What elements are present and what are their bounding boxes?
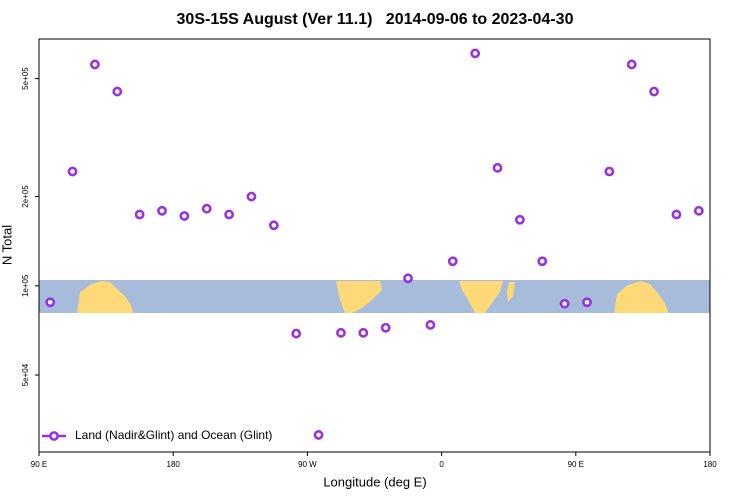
point [447, 256, 458, 267]
y-tick-label: 1e+05 [21, 274, 30, 297]
point [671, 209, 682, 220]
point [403, 273, 413, 284]
point [604, 166, 615, 177]
point [559, 298, 570, 309]
point [291, 328, 302, 339]
point [582, 297, 592, 308]
point [537, 256, 548, 267]
legend-label: Land (Nadir&Glint) and Ocean (Glint) [75, 428, 272, 442]
plot-frame [38, 38, 711, 453]
x-axis-label: Longitude (deg E) [323, 474, 426, 489]
point [134, 209, 145, 220]
point [157, 205, 167, 216]
point [268, 220, 279, 231]
legend-marker [49, 431, 59, 441]
point [470, 48, 481, 59]
point [649, 86, 659, 97]
chart-title: 30S-15S August (Ver 11.1) 2014-09-06 to … [177, 11, 574, 28]
x-tick-label: 90 E [568, 460, 584, 469]
point [112, 86, 123, 97]
point [336, 327, 346, 338]
point [358, 327, 369, 338]
x-tick-label: 180 [167, 460, 181, 469]
x-tick-label: 0 [439, 460, 444, 469]
point [313, 430, 324, 440]
point [179, 211, 190, 221]
y-tick-label: 5e+04 [21, 363, 30, 386]
point [693, 205, 704, 216]
point [380, 322, 391, 333]
point [45, 297, 56, 308]
x-tick-label: 90 W [298, 460, 317, 469]
point [514, 214, 525, 225]
y-tick-label: 5e+05 [21, 67, 30, 90]
point [224, 209, 235, 220]
map-strip [39, 280, 710, 313]
point [67, 166, 78, 177]
point [492, 162, 503, 173]
y-tick-label: 2e+05 [21, 185, 30, 208]
point [201, 203, 212, 214]
point [246, 191, 257, 202]
x-tick-label: 180 [703, 460, 717, 469]
x-tick-label: 90 E [31, 460, 47, 469]
point [425, 320, 436, 330]
point [626, 59, 637, 70]
y-axis-label: N Total [0, 225, 14, 265]
point [90, 59, 100, 70]
